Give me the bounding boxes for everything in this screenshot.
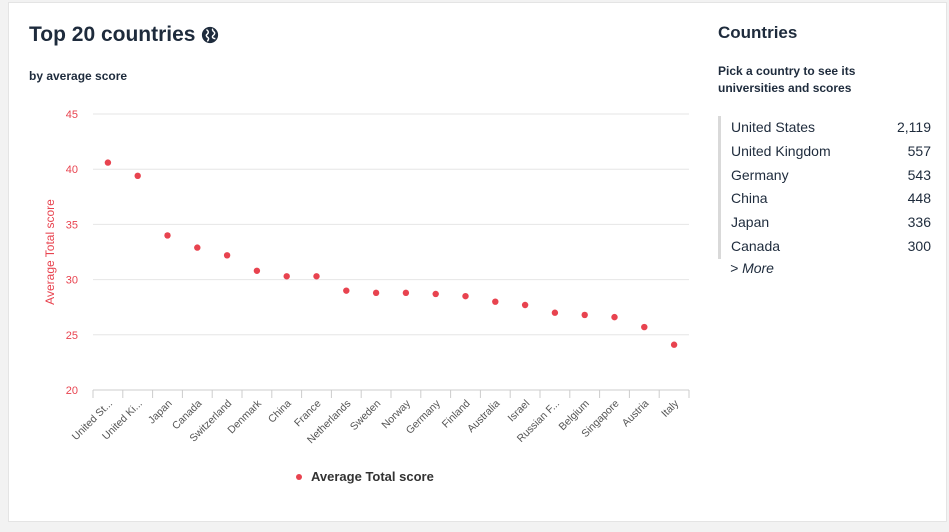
country-count: 300	[907, 237, 931, 254]
data-point	[194, 244, 201, 251]
data-point	[402, 289, 410, 297]
data-point	[253, 267, 261, 274]
chart-title-text: Top 20 countries	[29, 23, 196, 46]
data-point	[521, 301, 529, 309]
x-tick-label: Australia	[465, 398, 502, 435]
x-tick-label: Austria	[620, 398, 652, 430]
legend-marker	[296, 473, 302, 480]
x-tick-label: Sweden	[348, 398, 383, 433]
data-point	[223, 252, 231, 259]
data-point	[641, 323, 648, 331]
country-count: 448	[907, 190, 931, 207]
country-name: Canada	[731, 237, 781, 254]
country-name: United States	[731, 119, 816, 135]
country-name: United Kingdom	[731, 142, 831, 159]
legend-label: Average Total score	[311, 469, 434, 484]
data-point	[551, 309, 559, 316]
country-count: 2,119	[897, 119, 931, 135]
y-axis-title: Average Total score	[43, 199, 57, 305]
data-point	[343, 287, 350, 294]
country-item-united-kingdom[interactable]: United Kingdom 557	[721, 140, 931, 164]
data-point	[492, 298, 499, 305]
y-tick-label: 25	[66, 330, 78, 342]
data-point	[372, 289, 380, 297]
country-list: United States 2,119 United Kingdom 557 G…	[718, 116, 931, 259]
country-item-china[interactable]: China 448	[721, 187, 931, 211]
chart-subtitle: by average score	[29, 69, 128, 83]
y-tick-label: 30	[66, 275, 78, 287]
y-tick-label: 40	[66, 164, 78, 176]
data-point	[104, 159, 112, 166]
data-point	[313, 273, 320, 280]
data-point	[432, 290, 439, 298]
country-name: Germany	[731, 166, 789, 183]
country-item-japan[interactable]: Japan 336	[721, 211, 931, 235]
y-tick-label: 20	[66, 385, 78, 397]
x-tick-label: Denmark	[225, 397, 264, 436]
data-point	[581, 311, 588, 319]
data-point	[134, 172, 141, 180]
x-tick-label: Italy	[659, 397, 682, 420]
country-count: 557	[907, 142, 931, 159]
data-point	[164, 232, 171, 239]
data-point	[462, 292, 469, 300]
sidebar-subtitle: Pick a country to see its universities a…	[718, 64, 856, 95]
sidebar-title: Countries	[718, 23, 798, 42]
data-point	[611, 313, 618, 321]
x-tick-label: China	[266, 398, 294, 426]
x-tick-label: Israel	[506, 398, 533, 425]
country-name: China	[731, 190, 768, 207]
data-point	[283, 273, 290, 280]
chart-legend[interactable]: Average Total score	[296, 469, 434, 484]
country-count: 543	[907, 166, 931, 183]
country-item-germany[interactable]: Germany 543	[721, 164, 931, 188]
country-item-canada[interactable]: Canada 300	[721, 235, 931, 259]
chart-title: Top 20 countries	[29, 23, 219, 47]
y-tick-label: 35	[66, 219, 78, 231]
country-name: Japan	[731, 214, 770, 231]
globe-icon[interactable]	[201, 26, 219, 44]
data-point	[670, 341, 678, 348]
chart-card: Top 20 countries by average score 20 25 30…	[8, 2, 947, 522]
country-item-united-states[interactable]: United States 2,119	[721, 116, 931, 140]
more-link[interactable]: > More	[730, 260, 774, 276]
country-count: 336	[907, 214, 931, 231]
y-tick-label: 45	[66, 109, 78, 121]
